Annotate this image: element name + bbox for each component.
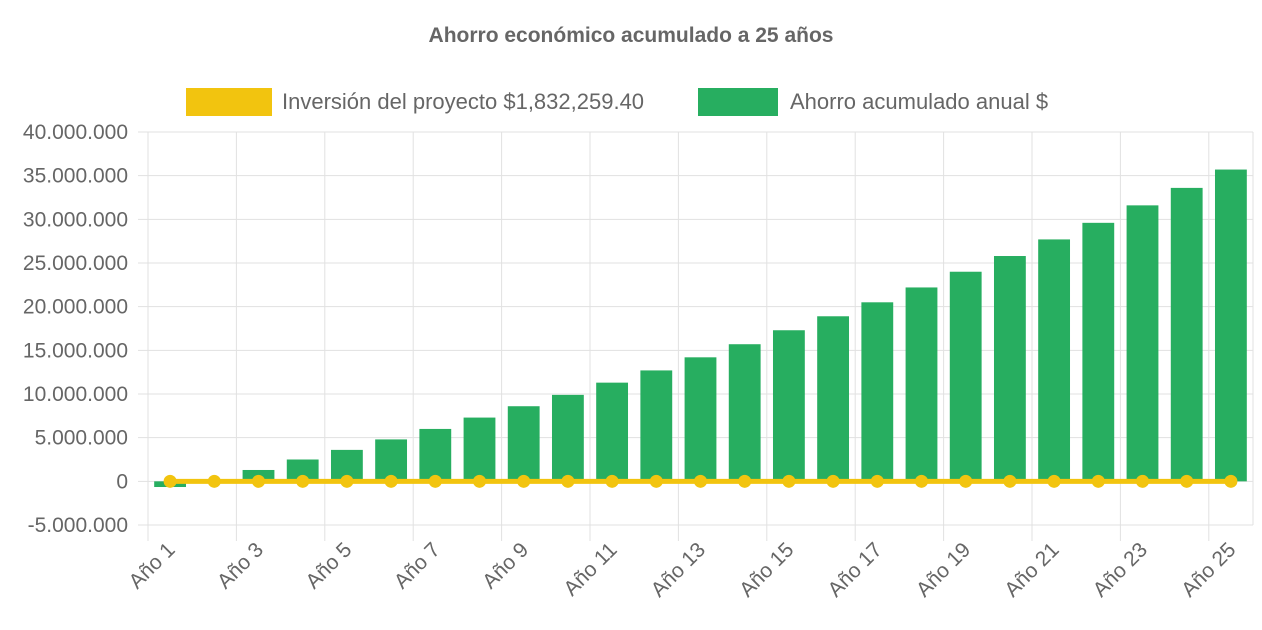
investment-point[interactable]: [738, 474, 752, 488]
savings-bar[interactable]: [463, 417, 496, 482]
x-tick-label: Año 9: [478, 538, 533, 593]
savings-bar[interactable]: [772, 330, 805, 482]
savings-bar[interactable]: [728, 344, 761, 482]
savings-bar[interactable]: [1214, 169, 1247, 482]
investment-point[interactable]: [428, 474, 442, 488]
savings-bar[interactable]: [551, 394, 584, 482]
legend-label-savings: Ahorro acumulado anual $: [790, 89, 1048, 114]
investment-point[interactable]: [384, 474, 398, 488]
investment-point[interactable]: [605, 474, 619, 488]
investment-point[interactable]: [561, 474, 575, 488]
y-tick-label: -5.000.000: [28, 514, 128, 537]
x-tick-label: Año 15: [735, 538, 798, 601]
savings-bar[interactable]: [507, 406, 540, 482]
x-tick-label: Año 3: [213, 538, 268, 593]
investment-point[interactable]: [1224, 474, 1238, 488]
savings-bar[interactable]: [684, 357, 717, 482]
x-tick-label: Año 1: [125, 538, 180, 593]
legend-label-investment: Inversión del proyecto $1,832,259.40: [282, 89, 644, 114]
y-tick-label: 0: [116, 470, 128, 493]
investment-line: [163, 474, 1238, 488]
x-tick-label: Año 17: [824, 538, 887, 601]
savings-bar[interactable]: [286, 459, 319, 482]
savings-bar[interactable]: [596, 382, 629, 482]
x-tick-label: Año 25: [1177, 538, 1240, 601]
y-tick-label: 35.000.000: [23, 165, 128, 188]
investment-point[interactable]: [1091, 474, 1105, 488]
investment-point[interactable]: [340, 474, 354, 488]
savings-bar[interactable]: [993, 256, 1026, 482]
investment-point[interactable]: [517, 474, 531, 488]
savings-bars: [154, 169, 1247, 488]
investment-point[interactable]: [207, 474, 221, 488]
y-axis: 40.000.000 35.000.000 30.000.000 25.000.000…: [23, 121, 128, 537]
savings-bar[interactable]: [817, 316, 850, 482]
savings-bar[interactable]: [1170, 187, 1203, 482]
legend-item-savings[interactable]: Ahorro acumulado anual $: [698, 88, 1048, 116]
x-tick-label: Año 5: [301, 538, 356, 593]
investment-point[interactable]: [870, 474, 884, 488]
investment-point[interactable]: [296, 474, 310, 488]
savings-bar[interactable]: [905, 287, 938, 482]
savings-bar[interactable]: [1038, 239, 1071, 482]
savings-bar[interactable]: [949, 271, 982, 482]
legend: Inversión del proyecto $1,832,259.40 Aho…: [186, 88, 1048, 116]
x-tick-label: Año 13: [647, 538, 710, 601]
savings-bar[interactable]: [419, 428, 452, 482]
y-tick-label: 25.000.000: [23, 252, 128, 275]
investment-point[interactable]: [473, 474, 486, 488]
investment-point[interactable]: [694, 474, 707, 488]
x-axis: Año 1 Año 3 Año 5 Año 7 Año 9 Año 11 Año 13 Año…: [125, 538, 1241, 601]
y-tick-label: 10.000.000: [23, 383, 128, 406]
legend-item-investment[interactable]: Inversión del proyecto $1,832,259.40: [186, 88, 644, 116]
x-tick-label: Año 23: [1089, 538, 1152, 601]
y-tick-label: 30.000.000: [23, 208, 128, 231]
x-tick-label: Año 19: [912, 538, 975, 601]
savings-bar[interactable]: [1082, 222, 1115, 482]
investment-point[interactable]: [915, 474, 928, 488]
chart-title: Ahorro económico acumulado a 25 años: [429, 24, 834, 47]
savings-bar[interactable]: [640, 370, 673, 482]
investment-point[interactable]: [1003, 474, 1017, 488]
investment-point[interactable]: [1047, 474, 1061, 488]
savings-bar[interactable]: [1126, 205, 1159, 482]
investment-point[interactable]: [163, 474, 177, 488]
investment-point[interactable]: [252, 474, 265, 488]
y-tick-label: 20.000.000: [23, 296, 128, 319]
y-tick-label: 5.000.000: [35, 427, 128, 450]
investment-point[interactable]: [782, 474, 796, 488]
savings-bar[interactable]: [375, 439, 408, 482]
investment-point[interactable]: [826, 474, 840, 488]
x-tick-label: Año 7: [390, 538, 445, 593]
investment-point[interactable]: [1136, 474, 1149, 488]
x-tick-label: Año 21: [1000, 538, 1063, 601]
y-tick-label: 40.000.000: [23, 121, 128, 144]
investment-point[interactable]: [649, 474, 663, 488]
y-tick-label: 15.000.000: [23, 339, 128, 362]
investment-point[interactable]: [959, 474, 973, 488]
savings-bar[interactable]: [861, 302, 894, 482]
grid: [138, 131, 1254, 541]
legend-swatch-savings: [698, 88, 778, 116]
x-tick-label: Año 11: [559, 538, 621, 600]
legend-swatch-investment: [186, 88, 272, 116]
investment-point[interactable]: [1180, 474, 1194, 488]
